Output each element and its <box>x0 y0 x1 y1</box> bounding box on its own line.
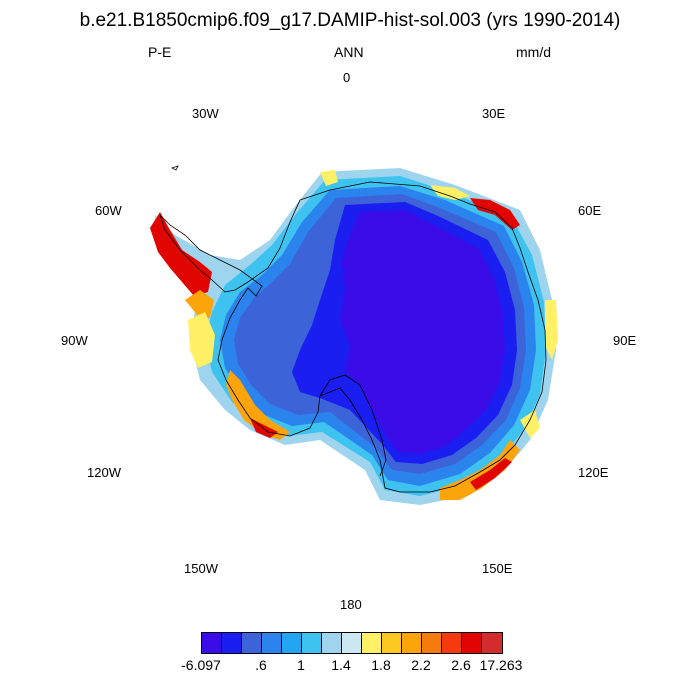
season-label: ANN <box>334 44 364 60</box>
eastcoast-orange <box>440 440 520 500</box>
colorbar-box-7 <box>342 633 362 653</box>
units-label: mm/d <box>516 44 551 60</box>
plot-title: b.e21.B1850cmip6.f09_g17.DAMIP-hist-sol.… <box>79 10 621 31</box>
lon-label-60w: 60W <box>95 203 122 218</box>
lon-label-0: 0 <box>343 70 351 85</box>
colorbar-label-2-2: 2.2 <box>411 657 431 673</box>
colorbar-box-3 <box>262 633 282 653</box>
westcoast-orange <box>226 370 290 440</box>
lon-label-90e: 90E <box>613 333 637 348</box>
colorbar-box-1 <box>222 633 242 653</box>
lon-label-120w: 120W <box>87 465 121 480</box>
interior-field <box>340 210 505 454</box>
colorbar-box-11 <box>422 633 442 653</box>
colorbar-box-14 <box>482 633 502 653</box>
lon-label-30e: 30E <box>482 106 506 121</box>
lon-label-150e: 150E <box>482 561 513 576</box>
colorbar-box-10 <box>402 633 422 653</box>
colorbar-box-12 <box>442 633 462 653</box>
lon-label-120e: 120E <box>578 465 609 480</box>
westcoast-yellow <box>188 312 215 368</box>
east-yellow <box>545 300 558 360</box>
lon-label-180: 180 <box>340 597 362 612</box>
lon-label-60e: 60E <box>578 203 602 218</box>
coastline-main <box>159 181 547 493</box>
lon-label-30w: 30W <box>192 106 219 121</box>
variable-label: P-E <box>148 44 172 60</box>
colorbar-box-4 <box>282 633 302 653</box>
colorbar-label-max: 17.263 <box>479 657 523 673</box>
colorbar-box-5 <box>302 633 322 653</box>
lon-label-90w: 90W <box>61 333 88 348</box>
ross-ice-shelf-edge <box>319 374 387 477</box>
colorbar-box-0 <box>202 633 222 653</box>
peninsula-red <box>150 212 212 296</box>
colorbar <box>201 632 503 654</box>
ne-red <box>470 198 520 230</box>
coastline <box>159 165 547 493</box>
island <box>170 165 179 171</box>
colorbar-label-1: 1 <box>297 657 305 673</box>
colorbar-box-13 <box>462 633 482 653</box>
colorbar-label-min: -6.097 <box>181 657 221 673</box>
colorbar-box-2 <box>242 633 262 653</box>
antarctica-field <box>150 168 558 505</box>
ross-east-yellow <box>520 410 540 438</box>
peninsula-orange <box>185 290 214 318</box>
colorbar-label-1-4: 1.4 <box>331 657 351 673</box>
eastcoast-red <box>470 458 512 490</box>
ne-yellow <box>430 185 470 200</box>
north-yellow <box>320 170 338 186</box>
colorbar-label-1-8: 1.8 <box>371 657 391 673</box>
colorbar-box-6 <box>322 633 342 653</box>
colorbar-box-8 <box>362 633 382 653</box>
lon-label-150w: 150W <box>184 561 218 576</box>
colorbar-box-9 <box>382 633 402 653</box>
colorbar-label-2-6: 2.6 <box>451 657 471 673</box>
colorbar-label-0-6: .6 <box>255 657 267 673</box>
